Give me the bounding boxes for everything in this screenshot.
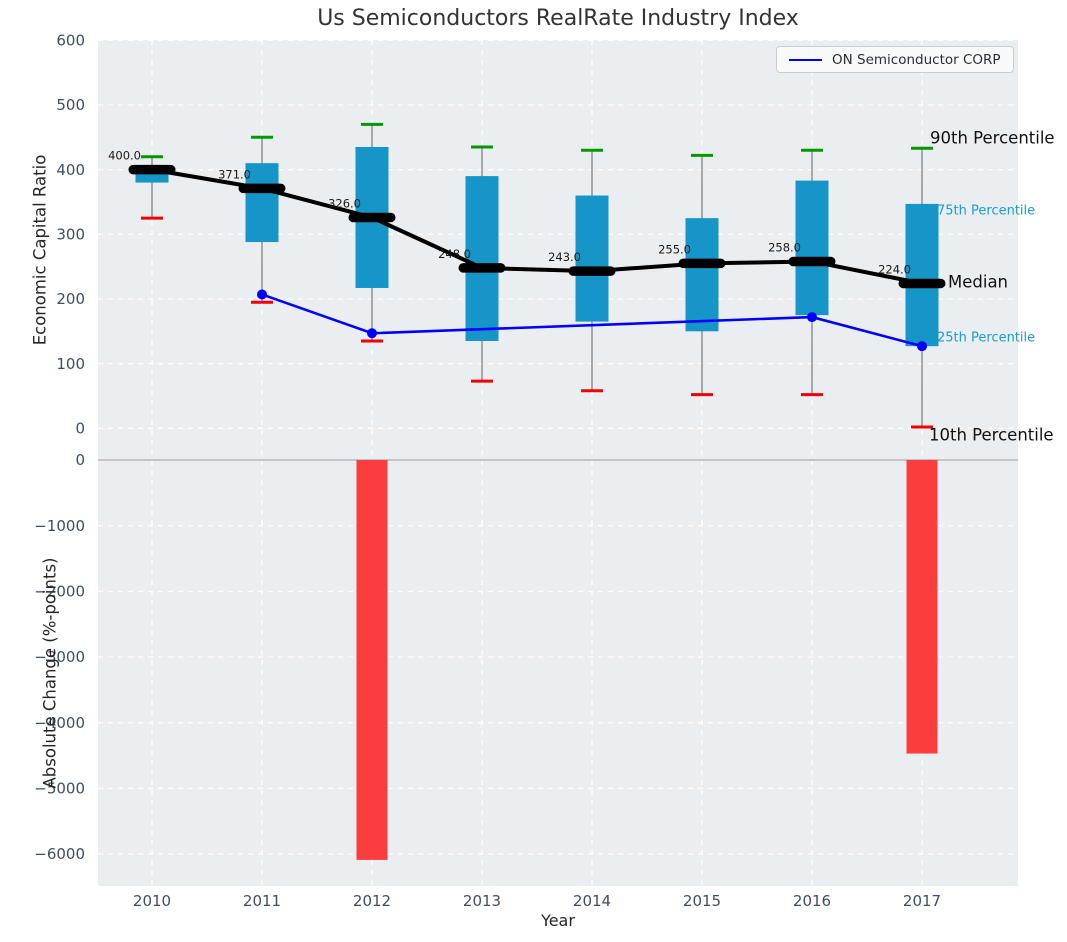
iqr-box-2017 (905, 203, 939, 347)
median-value-label-2017: 224.0 (878, 262, 911, 276)
iqr-box-2011 (245, 163, 279, 243)
boxplot-2010 (135, 155, 169, 220)
median-value-label-2011: 371.0 (218, 167, 251, 181)
ytick-bottom-0: 0 (75, 451, 85, 469)
company-marker-3 (917, 341, 927, 352)
xtick-2016: 2016 (793, 892, 831, 910)
xtick-2010: 2010 (133, 892, 171, 910)
boxplot-2014 (575, 148, 609, 393)
iqr-box-2014 (575, 195, 609, 322)
xtick-2014: 2014 (573, 892, 611, 910)
median-value-label-2010: 400.0 (108, 149, 141, 163)
chart-title: Us Semiconductors RealRate Industry Inde… (317, 6, 799, 31)
ytick-top-500: 500 (56, 96, 85, 114)
company-line (261, 293, 923, 348)
median-marker-2010 (128, 164, 176, 175)
ytick-top-400: 400 (56, 161, 85, 179)
xtick-2012: 2012 (353, 892, 391, 910)
annotation-90th-percentile: 90th Percentile (930, 128, 1055, 148)
median-value-label-2012: 326.0 (328, 196, 361, 210)
median-marker-2016 (788, 256, 836, 267)
median-value-label-2014: 243.0 (548, 250, 581, 264)
ytick-top-0: 0 (75, 420, 85, 438)
boxplot-2015 (685, 153, 719, 397)
iqr-box-2015 (685, 218, 719, 332)
iqr-box-2016 (795, 180, 829, 316)
median-marker-2012 (348, 212, 396, 223)
legend: ON Semiconductor CORP (776, 46, 1014, 73)
median-marker-2011 (238, 183, 286, 194)
ytick-top-300: 300 (56, 225, 85, 243)
ytick-bottom-−6000: −6000 (34, 845, 85, 863)
boxplot-2011 (245, 135, 279, 304)
iqr-box-2013 (465, 176, 499, 341)
median-value-label-2015: 255.0 (658, 242, 691, 256)
annotation-median: Median (948, 272, 1009, 292)
xtick-2013: 2013 (463, 892, 501, 910)
ytick-top-100: 100 (56, 355, 85, 373)
ytick-bottom-−1000: −1000 (34, 517, 85, 535)
change-bar-2012 (356, 460, 388, 860)
median-marker-2017 (898, 278, 946, 289)
ytick-bottom-−2000: −2000 (34, 583, 85, 601)
median-value-label-2016: 258.0 (768, 240, 801, 254)
ytick-bottom-−3000: −3000 (34, 648, 85, 666)
company-marker-2 (807, 312, 817, 323)
x-axis-label: Year (541, 911, 575, 930)
median-marker-2013 (458, 263, 506, 273)
annotation-25th-percentile: 25th Percentile (937, 330, 1036, 346)
change-bar-2017 (906, 460, 938, 754)
xtick-2011: 2011 (243, 892, 281, 910)
boxplot-2016 (795, 148, 829, 397)
xtick-2017: 2017 (903, 892, 941, 910)
y-axis-label-top: Economic Capital Ratio (30, 154, 50, 346)
y-axis-label-bottom: Absolute Change (%-points) (40, 557, 60, 789)
legend-line-sample (789, 58, 822, 61)
median-marker-2014 (568, 266, 616, 276)
median-marker-2015 (678, 258, 726, 269)
ytick-top-600: 600 (56, 31, 85, 49)
annotation-10th-percentile: 10th Percentile (929, 425, 1054, 445)
company-marker-0 (257, 289, 267, 300)
xtick-2015: 2015 (683, 892, 721, 910)
legend-label: ON Semiconductor CORP (832, 51, 1001, 68)
ytick-bottom-−5000: −5000 (34, 780, 85, 798)
company-marker-1 (367, 328, 377, 339)
median-value-label-2013: 248.0 (438, 247, 471, 261)
annotation-75th-percentile: 75th Percentile (937, 203, 1036, 219)
ytick-bottom-−4000: −4000 (34, 714, 85, 732)
ytick-top-200: 200 (56, 290, 85, 308)
